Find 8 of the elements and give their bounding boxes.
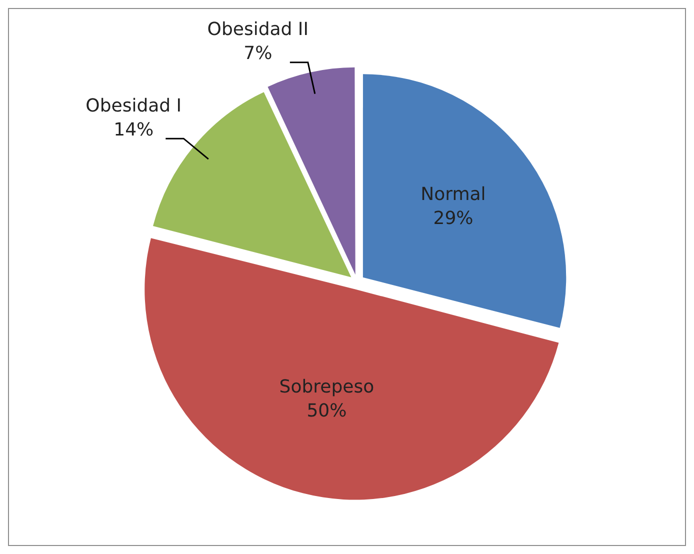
data-label: 29%: [433, 208, 474, 230]
data-label: 14%: [114, 119, 154, 140]
slice-label: Sobrepeso: [279, 376, 374, 398]
slice-label: Obesidad I: [86, 95, 182, 116]
data-label: 50%: [306, 400, 347, 422]
slice-label: Obesidad II: [207, 19, 309, 40]
slice-label: Normal: [420, 184, 486, 206]
data-label: 7%: [244, 43, 272, 64]
